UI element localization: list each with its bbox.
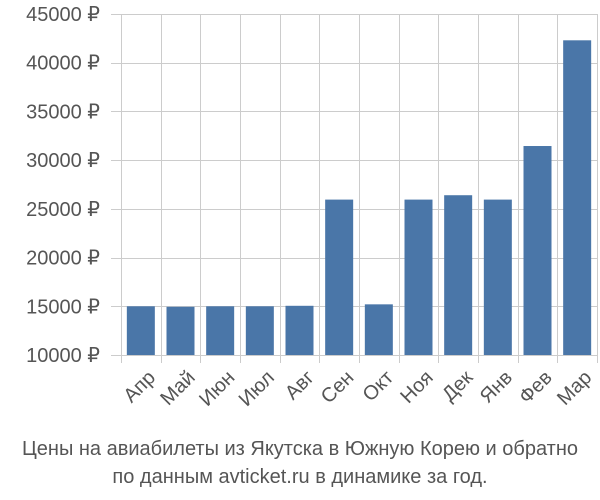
bar-3: [206, 306, 235, 355]
y-tick-label: 40000 ₽: [26, 53, 100, 75]
y-tick-label: 30000 ₽: [26, 150, 100, 172]
x-tick-label: Мар: [553, 367, 596, 410]
bars-layer: [126, 40, 592, 355]
y-tick-label: 20000 ₽: [26, 248, 100, 270]
x-tick-label: Янв: [476, 367, 517, 408]
bar-2: [166, 306, 195, 355]
bar-4: [245, 306, 274, 355]
x-tick-label: Дек: [438, 366, 477, 405]
bar-10: [483, 199, 512, 355]
bar-9: [444, 195, 473, 355]
x-tick-label: Окт: [359, 367, 398, 406]
x-tick-label: Май: [156, 367, 199, 410]
y-tick-label: 15000 ₽: [26, 296, 100, 318]
x-tick-label: Сен: [317, 367, 358, 408]
bar-11: [523, 146, 552, 355]
bar-12: [563, 40, 592, 355]
x-tick-label: Апр: [119, 367, 160, 408]
x-tick-label: Ноя: [396, 367, 437, 408]
x-tick-label: Июн: [195, 367, 239, 411]
x-tick-label: Авг: [281, 367, 319, 405]
y-axis-labels: 10000 ₽ 15000 ₽ 20000 ₽ 25000 ₽ 30000 ₽ 35000…: [26, 4, 100, 367]
grid-layer: [111, 14, 598, 363]
bar-7: [364, 304, 393, 355]
x-tick-label: Июл: [235, 367, 279, 411]
y-tick-label: 35000 ₽: [26, 101, 100, 123]
y-tick-label: 10000 ₽: [26, 345, 100, 367]
bar-5: [285, 305, 314, 355]
bar-1: [126, 306, 155, 355]
y-tick-label: 45000 ₽: [26, 4, 100, 26]
y-tick-label: 25000 ₽: [26, 199, 100, 221]
chart-caption-line-1: Цены на авиабилеты из Якутска в Южную Ко…: [21, 438, 578, 460]
x-tick-label: Фев: [515, 367, 557, 409]
bar-8: [404, 199, 433, 355]
chart-caption-line-2: по данным avticket.ru в динамике за год.: [112, 466, 488, 488]
bar-6: [325, 199, 354, 355]
